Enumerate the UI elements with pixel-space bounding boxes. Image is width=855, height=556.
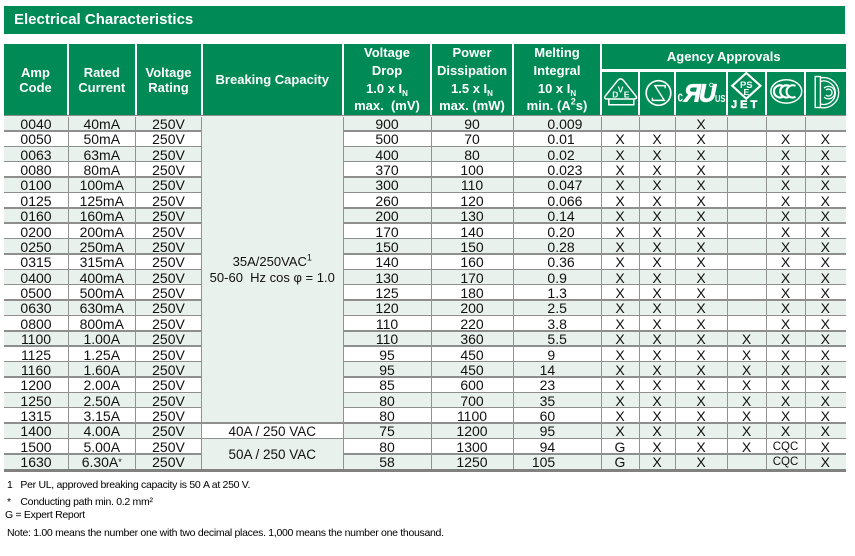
svg-text:Я: Я [682, 80, 704, 108]
svg-text:US: US [715, 93, 725, 104]
svg-text:D: D [612, 90, 618, 100]
svg-text:c: c [677, 89, 683, 105]
svg-text:E: E [743, 87, 749, 97]
svg-text:V: V [618, 85, 624, 95]
svg-text:JET: JET [731, 99, 760, 111]
svg-text:U: U [697, 80, 719, 108]
svg-text:E: E [624, 90, 630, 100]
svg-text:PS: PS [740, 80, 753, 91]
